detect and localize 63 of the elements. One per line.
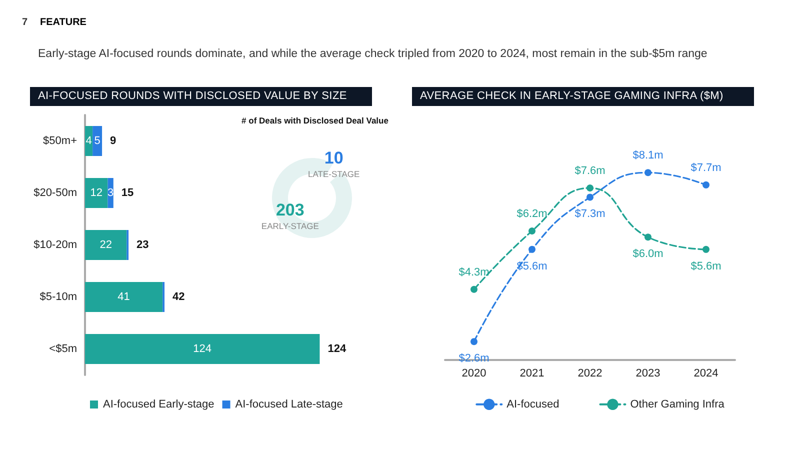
data-label: $6.0m xyxy=(632,248,664,260)
point xyxy=(528,246,536,253)
legend-label: AI-focused Early-stage xyxy=(103,398,214,410)
x-tick-label: 2024 xyxy=(694,368,718,380)
data-label: 22 xyxy=(100,239,112,251)
point xyxy=(528,228,536,234)
data-label: $5.6m xyxy=(516,260,548,272)
x-tick-label: 2020 xyxy=(462,368,486,380)
point xyxy=(644,169,652,176)
data-label: 10 xyxy=(324,148,344,168)
bar xyxy=(85,230,127,260)
bar xyxy=(85,126,93,156)
data-label: 12 xyxy=(90,187,102,199)
total-label: 23 xyxy=(136,239,149,251)
data-label: $7.6m xyxy=(574,165,606,177)
slice-label: EARLY-STAGE xyxy=(261,221,320,232)
data-label: $6.2m xyxy=(516,208,548,220)
chart-title: AI-FOCUSED ROUNDS WITH DISCLOSED VALUE BY SIZE xyxy=(30,87,372,106)
point xyxy=(470,338,478,346)
x-tick-label: 2021 xyxy=(520,368,544,380)
total-label: 9 xyxy=(110,135,116,147)
y-tick-label: $50m+ xyxy=(43,135,77,147)
data-label: $7.7m xyxy=(690,162,722,174)
data-label: 5 xyxy=(94,135,100,147)
total-label: 15 xyxy=(121,187,134,199)
data-label: $4.3m xyxy=(458,266,490,278)
data-label: $8.1m xyxy=(632,150,664,162)
data-label: $5.6m xyxy=(690,260,722,272)
bar xyxy=(92,126,102,156)
y-tick-label: <$5m xyxy=(49,343,77,355)
data-label: 4 xyxy=(86,135,92,147)
bar xyxy=(85,178,108,208)
point xyxy=(702,246,710,253)
text: 7 xyxy=(22,17,28,28)
bar xyxy=(85,334,320,364)
text: Early-stage AI-focused rounds dominate, and while the average check tripled from 2020 to 2024, most remain in the sub-$5m range xyxy=(38,48,708,60)
point xyxy=(586,194,594,201)
point xyxy=(702,181,710,188)
y-tick-label: $20-50m xyxy=(34,187,77,199)
chart-title: AVERAGE CHECK IN EARLY-STAGE GAMING INFRA ($M) xyxy=(412,87,754,106)
data-label: 203 xyxy=(276,200,304,220)
legend-label: Other Gaming Infra xyxy=(630,398,726,410)
data-label: 124 xyxy=(193,343,212,355)
data-label: 41 xyxy=(118,291,130,303)
data-label: $2.6m xyxy=(458,352,490,365)
data-label: $7.3m xyxy=(574,208,606,220)
data-label: 3 xyxy=(107,187,114,199)
bar xyxy=(108,178,114,208)
y-tick-label: $5-10m xyxy=(40,291,77,303)
bar xyxy=(85,282,163,312)
legend-label: AI-focused Late-stage xyxy=(235,398,343,410)
point xyxy=(470,286,478,293)
chart-title: # of Deals with Disclosed Deal Value xyxy=(242,116,389,126)
text: FEATURE xyxy=(40,17,86,28)
total-label: 124 xyxy=(328,343,347,355)
total-label: 42 xyxy=(172,291,185,303)
x-tick-label: 2023 xyxy=(636,368,660,380)
y-tick-label: $10-20m xyxy=(34,239,77,251)
legend-label: AI-focused xyxy=(506,398,560,410)
x-tick-label: 2022 xyxy=(578,368,602,380)
slice-label: LATE-STAGE xyxy=(308,168,360,179)
point xyxy=(644,234,652,241)
point xyxy=(586,184,594,192)
